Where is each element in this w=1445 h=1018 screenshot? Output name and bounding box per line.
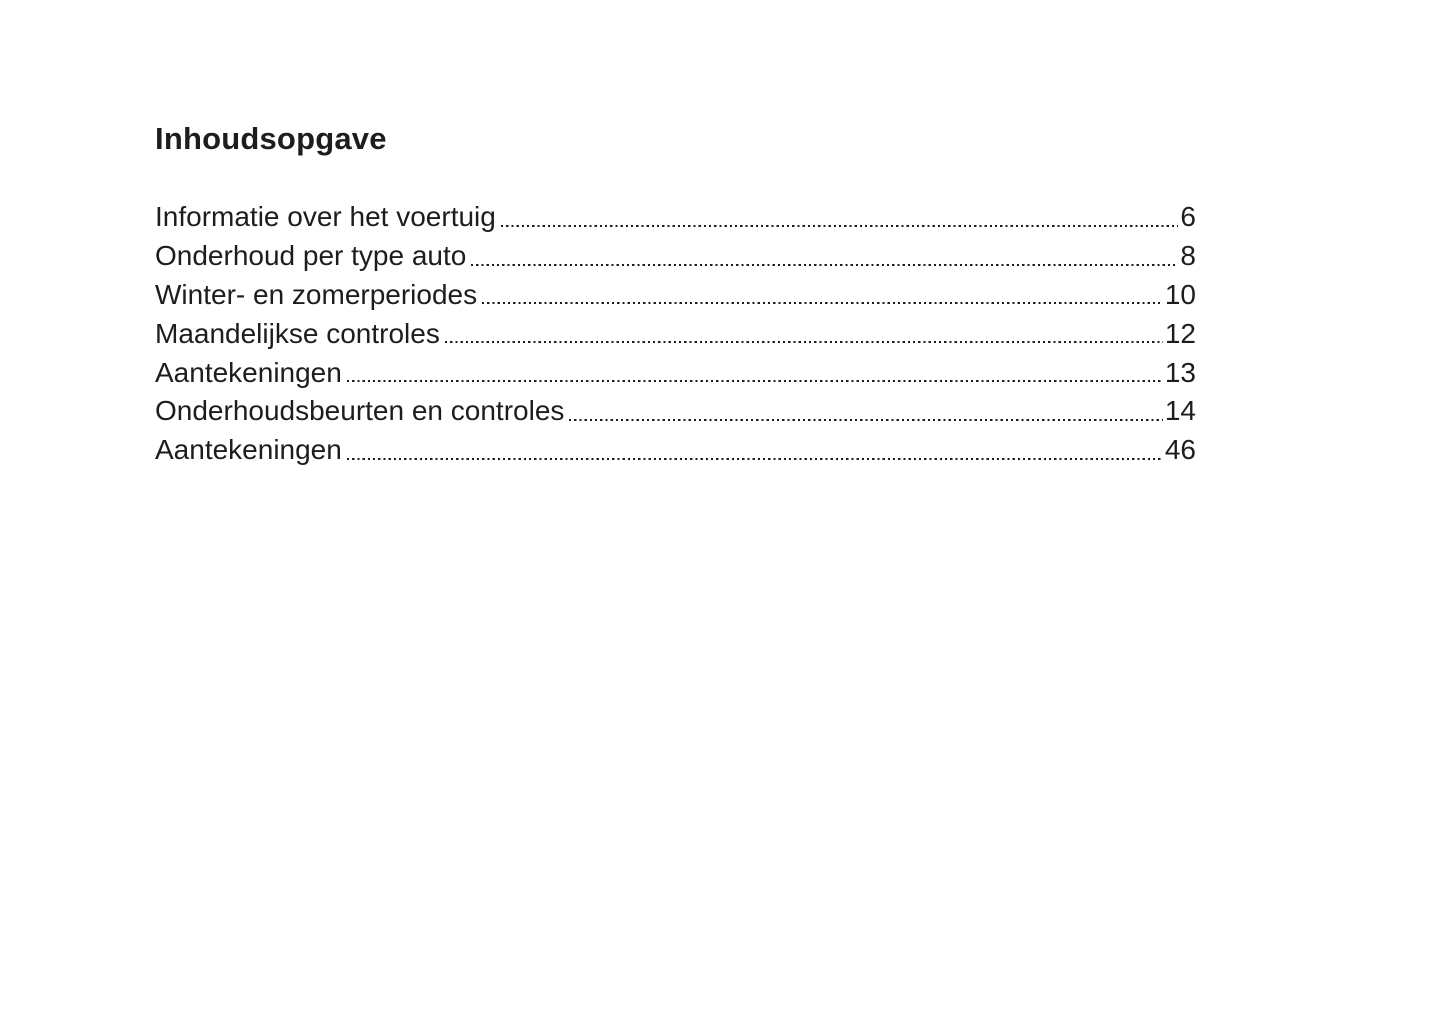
toc-entry-page: 8 xyxy=(1180,239,1196,271)
toc-entry-label: Aantekeningen xyxy=(155,356,342,388)
toc-entry-label: Winter- en zomerperiodes xyxy=(155,278,478,310)
toc-dotted-leader xyxy=(500,198,1179,227)
toc-entry: Onderhoud per type auto 8 xyxy=(155,236,1196,276)
toc-entry-page: 46 xyxy=(1164,434,1196,466)
toc-entry: Onderhoudsbeurten en controles 14 xyxy=(155,392,1196,431)
toc-dotted-leader xyxy=(444,314,1163,344)
toc-entry: Maandelijkse controles 12 xyxy=(155,314,1196,354)
toc-dotted-leader xyxy=(471,236,1179,266)
toc-entry-page: 12 xyxy=(1164,317,1196,349)
toc-dotted-leader xyxy=(346,431,1163,461)
toc-entry: Winter- en zomerperiodes 10 xyxy=(155,275,1196,315)
toc-entry-label: Maandelijkse controles xyxy=(155,317,440,349)
toc-entry: Informatie over het voertuig 6 xyxy=(155,198,1196,237)
toc-content: Inhoudsopgave Informatie over het voertu… xyxy=(155,0,1196,470)
toc-entry-label: Aantekeningen xyxy=(155,434,342,466)
toc-entry-page: 13 xyxy=(1164,356,1196,388)
toc-list: Informatie over het voertuig 6 Onderhoud… xyxy=(155,198,1196,470)
toc-entry-page: 14 xyxy=(1164,395,1196,427)
toc-entry-page: 10 xyxy=(1164,278,1196,310)
toc-entry-page: 6 xyxy=(1180,201,1196,232)
page-title: Inhoudsopgave xyxy=(155,121,387,156)
toc-dotted-leader xyxy=(346,353,1163,383)
toc-entry-label: Onderhoud per type auto xyxy=(155,239,467,271)
toc-entry-label: Informatie over het voertuig xyxy=(155,201,496,232)
toc-entry-label: Onderhoudsbeurten en controles xyxy=(155,395,565,427)
toc-entry: Aantekeningen 46 xyxy=(155,431,1196,470)
toc-dotted-leader xyxy=(482,275,1163,305)
toc-dotted-leader xyxy=(569,392,1163,422)
toc-entry: Aantekeningen 13 xyxy=(155,353,1196,393)
